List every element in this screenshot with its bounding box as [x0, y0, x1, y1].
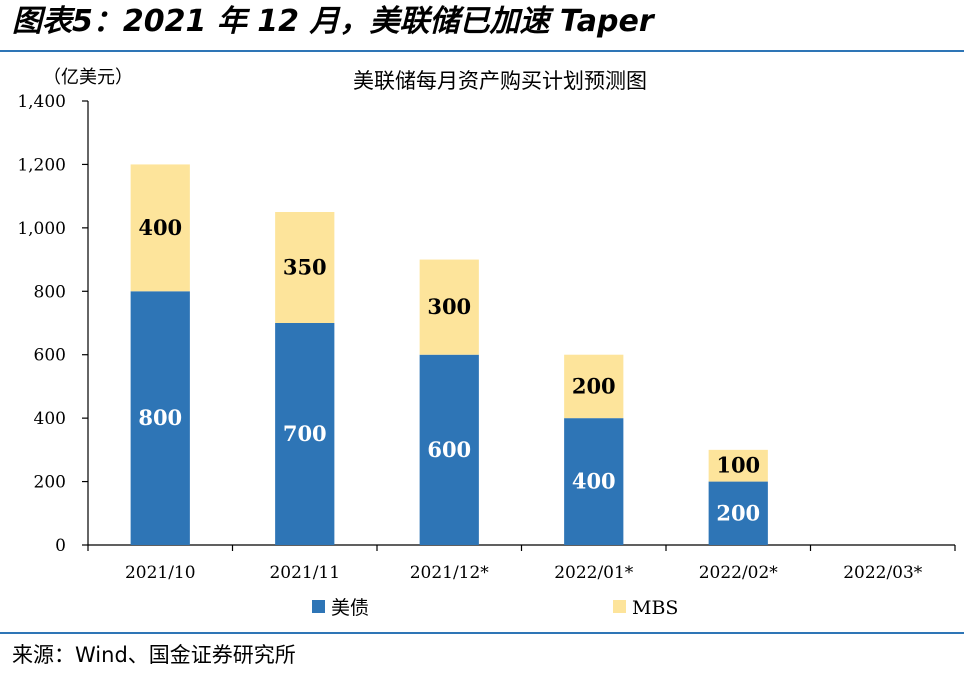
- x-tick-label: 2022/02*: [699, 563, 779, 583]
- y-tick-label: 1,200: [17, 155, 66, 175]
- mbs-data-label: 100: [716, 453, 760, 478]
- bars: 800 400 700 350 600 300 400 200 200 100: [130, 164, 768, 545]
- y-tick-label: 400: [34, 409, 66, 429]
- y-unit-label: （亿美元）: [43, 67, 133, 88]
- source-note: 来源：Wind、国金证券研究所: [12, 643, 296, 667]
- chart-title: 美联储每月资产购买计划预测图: [353, 69, 647, 93]
- treasury-data-label: 200: [716, 500, 760, 525]
- y-tick-label: 0: [55, 536, 66, 556]
- x-tick-label: 2022/01*: [554, 563, 634, 583]
- treasury-bar-segment: [419, 354, 479, 545]
- treasury-bar-segment: [130, 291, 190, 545]
- treasury-bar-segment: [564, 418, 624, 545]
- x-tick-label: 2021/10: [125, 563, 196, 583]
- mbs-bar-segment: [419, 259, 479, 355]
- mbs-legend-label: MBS: [632, 597, 678, 619]
- stacked-bar-chart: 美联储每月资产购买计划预测图 （亿美元） 0 200 400 600 800 1,000 1…: [17, 67, 956, 619]
- y-tick-label: 600: [34, 346, 66, 366]
- mbs-bar-segment: [708, 449, 768, 482]
- x-axis: 2021/10 2021/11 2021/12* 2022/01* 2022/02* 20…: [87, 544, 956, 583]
- mbs-legend-swatch: [613, 600, 626, 613]
- mbs-bar-segment: [275, 212, 335, 323]
- figure-title: 图表5：2021 年 12 月，美联储已加速 Taper: [12, 4, 654, 39]
- treasury-data-label: 800: [138, 405, 182, 430]
- treasury-bar-segment: [275, 323, 335, 545]
- x-tick-label: 2021/11: [269, 563, 340, 583]
- y-tick-label: 200: [34, 473, 66, 493]
- x-tick-label: 2022/03*: [843, 563, 923, 583]
- y-tick-label: 1,400: [17, 92, 66, 112]
- treasury-data-label: 600: [427, 437, 471, 462]
- y-tick-label: 800: [34, 282, 66, 302]
- mbs-bar-segment: [564, 354, 624, 419]
- treasury-data-label: 400: [572, 469, 616, 494]
- mbs-data-label: 400: [138, 215, 182, 240]
- treasury-data-label: 700: [283, 421, 327, 446]
- y-tick-label: 1,000: [17, 219, 66, 239]
- mbs-data-label: 350: [283, 255, 327, 280]
- x-tick-label: 2021/12*: [410, 563, 490, 583]
- title-rule: [0, 50, 964, 52]
- treasury-legend-swatch: [312, 600, 325, 613]
- source-rule: [0, 632, 964, 634]
- treasury-bar-segment: [708, 481, 768, 545]
- y-axis: 0 200 400 600 800 1,000 1,200 1,400: [17, 92, 89, 556]
- mbs-bar-segment: [130, 164, 190, 292]
- legend: 美债 MBS: [312, 597, 678, 619]
- mbs-data-label: 200: [572, 373, 616, 398]
- treasury-legend-label: 美债: [331, 597, 369, 619]
- mbs-data-label: 300: [427, 294, 471, 319]
